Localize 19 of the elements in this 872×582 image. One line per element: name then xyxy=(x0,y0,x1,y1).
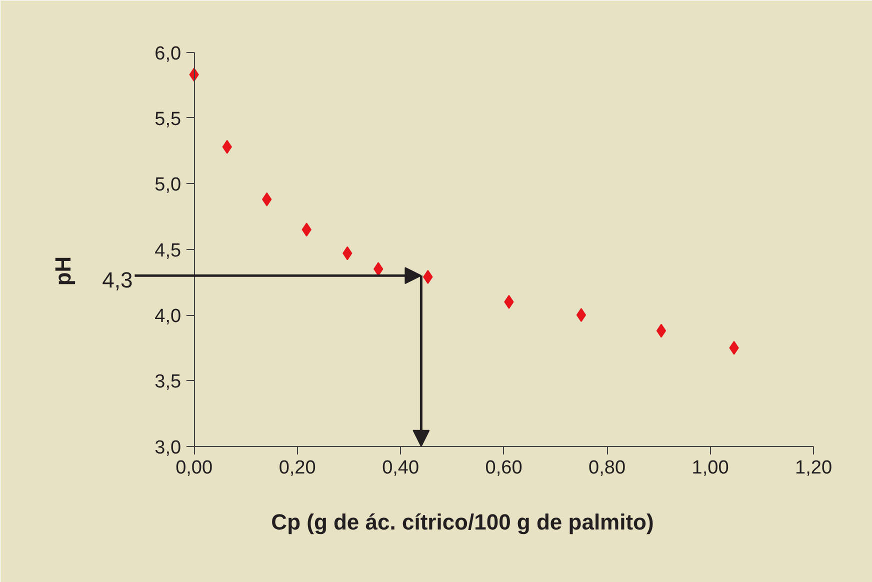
y-axis-title: pH xyxy=(50,256,76,286)
x-tick-label: 0,80 xyxy=(588,457,626,478)
x-tick-label: 0,40 xyxy=(382,457,420,478)
y-tick-label: 6,0 xyxy=(154,43,182,64)
y-tick-label: 3,0 xyxy=(154,437,182,458)
annotation: 4,3 xyxy=(102,268,133,293)
point xyxy=(656,324,666,338)
y-tick-label: 5,5 xyxy=(154,108,182,130)
point xyxy=(576,308,586,322)
y-tick-label: 5,0 xyxy=(154,174,182,196)
y-tick-label: 4,0 xyxy=(154,306,182,328)
x-tick-label: 0,20 xyxy=(278,457,316,478)
x-tick-label: 1,20 xyxy=(795,457,832,478)
x-tick-label: 0,00 xyxy=(176,457,213,478)
y-tick-label: 4,5 xyxy=(154,240,182,262)
x-tick-label: 0,60 xyxy=(485,457,522,478)
x-tick-label: 1,00 xyxy=(692,457,729,478)
y-tick-label: 3,5 xyxy=(154,372,182,393)
x-axis-title: Cp (g de ác. cítrico/100 g de palmito) xyxy=(271,510,654,534)
